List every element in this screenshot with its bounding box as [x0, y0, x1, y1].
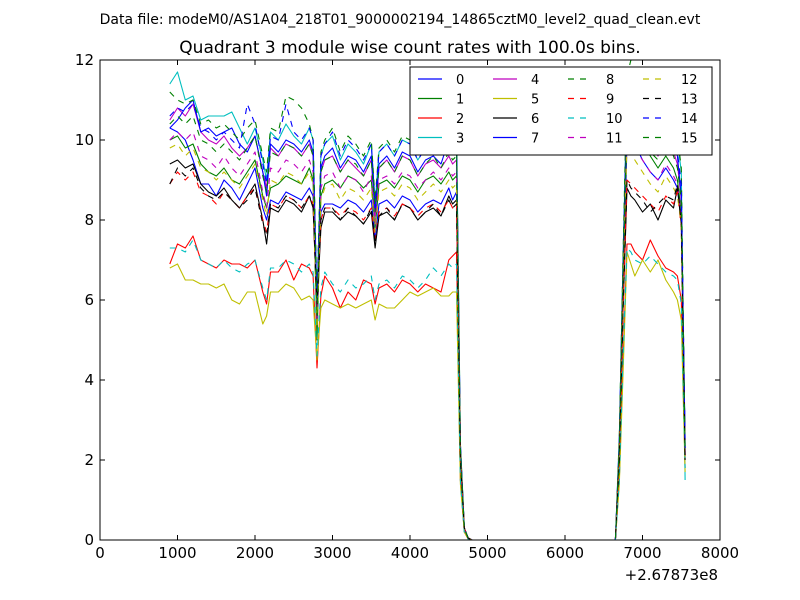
- legend-entry-7: 7: [493, 132, 539, 147]
- legend-label: 8: [606, 73, 614, 88]
- x-tick-label: 3000: [313, 544, 351, 562]
- legend-entry-4: 4: [493, 73, 539, 88]
- legend-entry-2: 2: [418, 112, 464, 127]
- series-line-15: [169, 91, 686, 540]
- legend-label: 10: [606, 112, 623, 127]
- x-tick-label: 2000: [236, 544, 274, 562]
- x-tick-label: 8000: [701, 544, 739, 562]
- x-axis-offset-label: +2.67873e8: [625, 566, 718, 584]
- legend-entry-8: 8: [568, 73, 614, 88]
- legend-entry-12: 12: [643, 73, 698, 88]
- y-tick-label: 4: [84, 371, 94, 389]
- legend-entry-6: 6: [493, 112, 539, 127]
- x-axis: 0 1000 2000 3000 4000 5000 6000 7000 8000: [95, 60, 739, 562]
- y-tick-label: 6: [84, 291, 94, 309]
- legend-label: 13: [681, 93, 698, 108]
- legend-label: 9: [606, 93, 614, 108]
- legend-entry-9: 9: [568, 93, 614, 108]
- y-tick-label: 2: [84, 451, 94, 469]
- series-line-10: [169, 239, 686, 540]
- figure-suptitle: Data file: modeM0/AS1A04_218T01_90000021…: [100, 12, 701, 28]
- legend-label: 0: [456, 73, 464, 88]
- legend-frame: [409, 66, 713, 156]
- series-line-13: [169, 167, 686, 540]
- legend-entry-10: 10: [568, 112, 623, 127]
- series-line-9: [169, 171, 686, 540]
- x-tick-label: 1000: [158, 544, 196, 562]
- legend-entry-5: 5: [493, 93, 539, 108]
- legend-label: 12: [681, 73, 698, 88]
- legend-label: 4: [531, 73, 539, 88]
- chart-title: Quadrant 3 module wise count rates with …: [179, 38, 640, 58]
- legend-entry-15: 15: [643, 132, 698, 147]
- y-tick-label: 0: [84, 531, 94, 549]
- legend-label: 14: [681, 112, 698, 127]
- legend-label: 6: [531, 112, 539, 127]
- legend-label: 7: [531, 132, 539, 147]
- legend-entry-11: 11: [568, 132, 623, 147]
- legend-label: 3: [456, 132, 464, 147]
- y-tick-label: 8: [84, 211, 94, 229]
- x-tick-label: 4000: [391, 544, 429, 562]
- legend-entry-14: 14: [643, 112, 698, 127]
- x-tick-label: 7000: [623, 544, 661, 562]
- legend-label: 2: [456, 112, 464, 127]
- x-tick-label: 6000: [546, 544, 584, 562]
- series-line-11: [169, 131, 686, 540]
- y-tick-label: 10: [75, 131, 94, 149]
- legend-label: 5: [531, 93, 539, 108]
- legend-entry-13: 13: [643, 93, 698, 108]
- legend-label: 1: [456, 93, 464, 108]
- legend-label: 15: [681, 132, 698, 147]
- legend-entry-0: 0: [418, 73, 464, 88]
- y-tick-label: 12: [75, 51, 94, 69]
- legend-entry-3: 3: [418, 132, 464, 147]
- legend-label: 11: [606, 132, 623, 147]
- x-tick-label: 0: [95, 544, 105, 562]
- x-tick-label: 5000: [468, 544, 506, 562]
- legend-entry-1: 1: [418, 93, 464, 108]
